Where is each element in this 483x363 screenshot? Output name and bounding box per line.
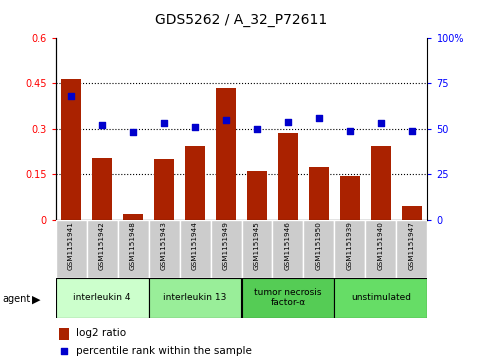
Bar <box>92 158 112 220</box>
Bar <box>247 171 267 220</box>
Bar <box>303 220 334 278</box>
Text: GSM1151949: GSM1151949 <box>223 221 229 270</box>
Bar <box>211 220 242 278</box>
Bar <box>117 220 149 278</box>
Bar <box>242 278 334 318</box>
Bar <box>61 79 81 220</box>
Bar <box>56 278 149 318</box>
Text: GSM1151950: GSM1151950 <box>316 221 322 270</box>
Point <box>98 122 106 128</box>
Bar <box>366 220 397 278</box>
Bar <box>56 220 86 278</box>
Text: GSM1151944: GSM1151944 <box>192 221 198 270</box>
Bar <box>123 214 143 220</box>
Bar <box>278 133 298 220</box>
Bar <box>149 278 242 318</box>
Text: GDS5262 / A_32_P72611: GDS5262 / A_32_P72611 <box>156 13 327 27</box>
Point <box>377 121 385 126</box>
Bar <box>242 220 272 278</box>
Point <box>67 93 75 99</box>
Point <box>408 128 416 134</box>
Text: log2 ratio: log2 ratio <box>76 328 126 338</box>
Text: agent: agent <box>2 294 30 305</box>
Bar <box>149 220 180 278</box>
Bar <box>371 146 391 220</box>
Point <box>315 115 323 121</box>
Bar <box>340 176 360 220</box>
Text: tumor necrosis
factor-α: tumor necrosis factor-α <box>254 288 322 307</box>
Point <box>191 124 199 130</box>
Point <box>129 130 137 135</box>
Bar <box>309 167 329 220</box>
Text: GSM1151943: GSM1151943 <box>161 221 167 270</box>
Bar <box>59 328 69 340</box>
Point <box>60 348 68 354</box>
Text: GSM1151945: GSM1151945 <box>254 221 260 270</box>
Text: GSM1151942: GSM1151942 <box>99 221 105 270</box>
Bar <box>86 220 117 278</box>
Text: percentile rank within the sample: percentile rank within the sample <box>76 346 252 356</box>
Text: GSM1151939: GSM1151939 <box>347 221 353 270</box>
Bar <box>185 146 205 220</box>
Point <box>346 128 354 134</box>
Text: GSM1151948: GSM1151948 <box>130 221 136 270</box>
Point <box>284 119 292 125</box>
Bar <box>154 159 174 220</box>
Text: ▶: ▶ <box>32 294 41 305</box>
Bar <box>397 220 427 278</box>
Text: unstimulated: unstimulated <box>351 293 411 302</box>
Text: interleukin 4: interleukin 4 <box>73 293 131 302</box>
Text: GSM1151940: GSM1151940 <box>378 221 384 270</box>
Bar <box>334 220 366 278</box>
Bar <box>216 88 236 220</box>
Bar <box>402 206 422 220</box>
Point <box>253 126 261 132</box>
Point <box>160 121 168 126</box>
Text: GSM1151941: GSM1151941 <box>68 221 74 270</box>
Point <box>222 117 230 123</box>
Text: interleukin 13: interleukin 13 <box>163 293 227 302</box>
Text: GSM1151947: GSM1151947 <box>409 221 415 270</box>
Bar <box>272 220 303 278</box>
Text: GSM1151946: GSM1151946 <box>285 221 291 270</box>
Bar <box>334 278 427 318</box>
Bar <box>180 220 211 278</box>
